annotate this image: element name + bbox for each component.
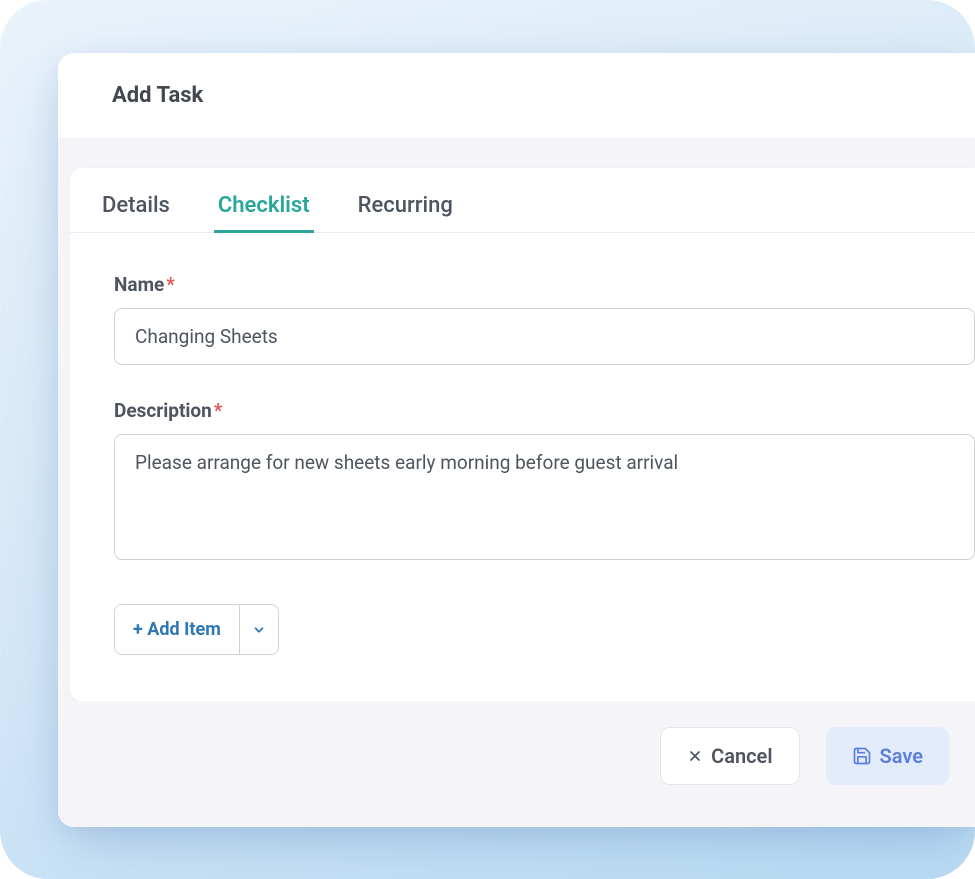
checklist-form: Name* Description* + Add Item (70, 233, 975, 701)
save-button-label: Save (880, 744, 923, 768)
add-item-button-group: + Add Item (114, 604, 279, 655)
modal-header: Add Task (58, 53, 975, 138)
tab-panel: Details Checklist Recurring Name* Descri… (70, 168, 975, 701)
description-input[interactable] (114, 434, 975, 560)
chevron-down-icon (252, 623, 266, 637)
name-field-group: Name* (114, 273, 975, 365)
tab-recurring[interactable]: Recurring (354, 185, 457, 233)
name-label: Name* (114, 273, 975, 296)
page-background: Add Task Details Checklist Recurring Nam… (0, 0, 975, 879)
modal-footer: Cancel Save (58, 701, 975, 827)
description-label-text: Description (114, 399, 212, 422)
tab-row: Details Checklist Recurring (70, 168, 975, 233)
modal-body: Details Checklist Recurring Name* Descri… (58, 138, 975, 827)
add-item-button[interactable]: + Add Item (115, 605, 239, 654)
cancel-button-label: Cancel (711, 744, 772, 768)
tab-details[interactable]: Details (98, 185, 174, 233)
name-label-text: Name (114, 273, 164, 296)
close-icon (687, 748, 703, 764)
description-field-group: Description* (114, 399, 975, 564)
required-indicator: * (166, 273, 175, 296)
add-task-modal: Add Task Details Checklist Recurring Nam… (58, 53, 975, 827)
modal-title: Add Task (112, 83, 921, 108)
name-input[interactable] (114, 308, 975, 365)
cancel-button[interactable]: Cancel (660, 727, 799, 785)
required-indicator: * (214, 399, 223, 422)
description-label: Description* (114, 399, 975, 422)
save-button[interactable]: Save (826, 727, 949, 785)
tab-checklist[interactable]: Checklist (214, 185, 314, 233)
save-icon (852, 746, 872, 766)
add-item-dropdown-button[interactable] (239, 605, 278, 654)
